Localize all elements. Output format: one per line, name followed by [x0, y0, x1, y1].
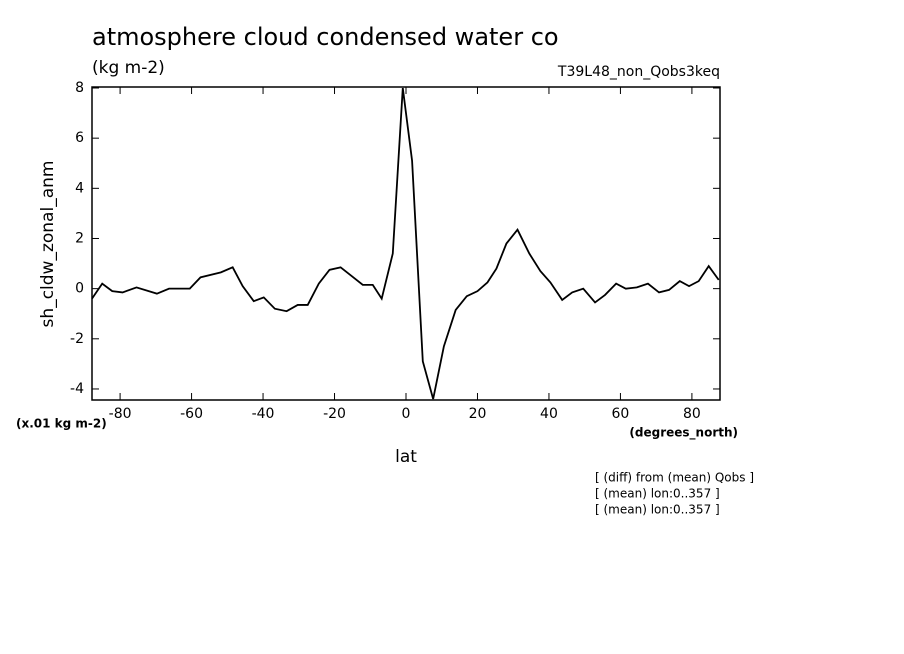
y-tick-label: 4: [75, 180, 84, 196]
subtitle: (kg m-2): [92, 58, 165, 78]
x-tick-label: 60: [612, 406, 630, 422]
y-tick-label: 2: [75, 230, 84, 246]
x-tick-label: -80: [109, 406, 132, 422]
y-tick-label: 0: [75, 281, 84, 297]
x-tick-label: 40: [540, 406, 558, 422]
chart-title: atmosphere cloud condensed water co: [92, 23, 559, 51]
x-axis-label: lat: [395, 447, 417, 467]
annotation: [ (mean) lon:0..357 ]: [595, 487, 720, 501]
annotation: [ (diff) from (mean) Qobs ]: [595, 471, 754, 485]
x-tick-label: -20: [323, 406, 346, 422]
x-tick-label: -40: [252, 406, 275, 422]
run-label: T39L48_non_Qobs3keq: [557, 64, 720, 80]
x-units: (degrees_north): [629, 426, 738, 441]
y-tick-label: 6: [75, 130, 84, 146]
y-tick-label: -4: [70, 381, 84, 397]
annotation: [ (mean) lon:0..357 ]: [595, 503, 720, 517]
y-tick-label: 8: [75, 80, 84, 96]
x-tick-label: -60: [180, 406, 203, 422]
data-line: [91, 87, 720, 400]
y-axis-label: sh_cldw_zonal_anm: [38, 161, 58, 328]
x-tick-label: 0: [402, 406, 411, 422]
x-tick-label: 80: [683, 406, 701, 422]
x-tick-label: 20: [469, 406, 487, 422]
y-units: (x.01 kg m-2): [16, 417, 107, 431]
y-tick-label: -2: [70, 331, 84, 347]
